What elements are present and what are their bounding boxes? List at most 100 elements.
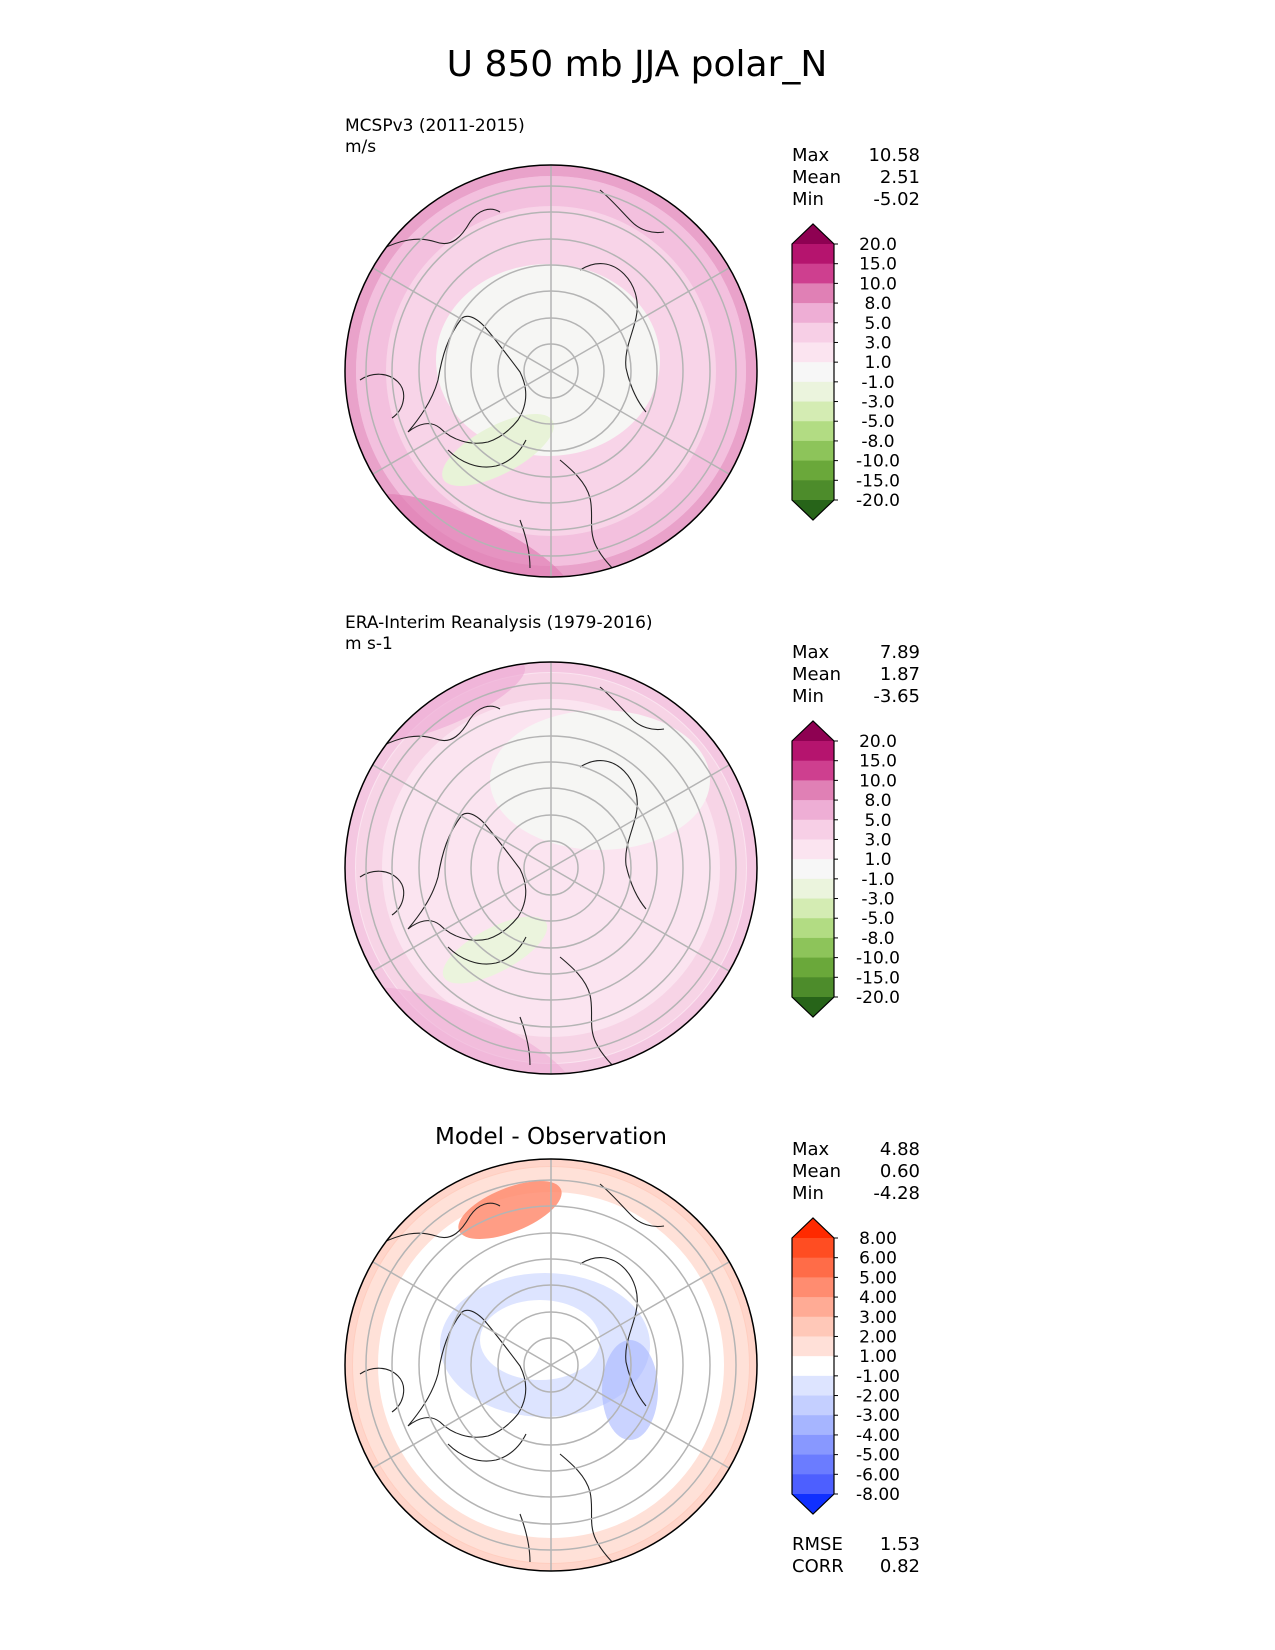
- stat-value: 7.89: [880, 642, 920, 663]
- colorbar-segment: [792, 1297, 834, 1318]
- colorbar-segment: [792, 878, 834, 900]
- stat-value: 10.58: [868, 145, 920, 166]
- figure-title: U 850 mb JJA polar_N: [447, 44, 828, 85]
- panel-model-colorbar: 20.015.010.08.05.03.01.0-1.0-3.0-5.0-8.0…: [791, 223, 900, 521]
- colorbar-tick-label: -8.00: [856, 1485, 900, 1505]
- stat-value: -5.02: [873, 189, 920, 210]
- colorbar-tick-label: -1.0: [861, 870, 894, 890]
- colorbar-segment: [792, 303, 834, 324]
- stat-value: 0.60: [880, 1161, 920, 1182]
- colorbar-tick-label: 3.0: [864, 830, 891, 850]
- panel-difference-stats: Max 4.88 Mean 0.60 Min -4.28: [792, 1139, 920, 1204]
- stat-label: Mean: [792, 1161, 841, 1182]
- colorbar-segment: [792, 1415, 834, 1436]
- metric-value: 0.82: [880, 1556, 920, 1577]
- colorbar-segment: [792, 819, 834, 840]
- colorbar-segment: [792, 977, 834, 998]
- panel-reference-coastlines: [359, 686, 665, 1074]
- stat-label: Mean: [792, 167, 841, 188]
- colorbar-tick-label: 15.0: [859, 752, 897, 772]
- colorbar-tick-label: 2.00: [859, 1327, 897, 1347]
- colorbar-tick-label: 4.00: [859, 1288, 897, 1308]
- colorbar-segment: [792, 957, 834, 978]
- panel-model-name: MCSPv3 (2011-2015): [345, 116, 525, 136]
- stat-value: 4.88: [880, 1139, 920, 1160]
- panel-model-map-border: [344, 164, 758, 578]
- metric-label: RMSE: [792, 1534, 843, 1555]
- colorbar-tick-label: -3.0: [861, 393, 894, 413]
- panel-model: MCSPv3 (2011-2015) m/s: [344, 116, 920, 578]
- colorbar-tick-label: -4.00: [856, 1426, 900, 1446]
- colorbar-segment: [792, 800, 834, 821]
- panel-difference-map-border: [344, 1158, 758, 1572]
- colorbar-segment: [792, 401, 834, 422]
- stat-value: -4.28: [873, 1183, 920, 1204]
- colorbar-segment: [792, 898, 834, 919]
- stat-label: Min: [792, 189, 824, 210]
- colorbar-segment: [792, 1434, 834, 1456]
- stat-label: Max: [792, 642, 830, 663]
- colorbar-segment: [792, 283, 834, 304]
- panel-model-coastlines: [359, 189, 665, 577]
- colorbar-tick-label: 1.0: [864, 353, 891, 373]
- colorbar-tick-label: -3.00: [856, 1406, 900, 1426]
- panel-reference-stats: Max 7.89 Mean 1.87 Min -3.65: [792, 642, 920, 707]
- colorbar-tick-label: -10.0: [856, 949, 900, 969]
- panel-model-gridlines: [365, 165, 737, 577]
- colorbar-tick-label: -5.00: [856, 1446, 900, 1466]
- colorbar-tick-label: 1.00: [859, 1347, 897, 1367]
- colorbar-segment: [792, 859, 834, 880]
- stat-value: 1.87: [880, 664, 920, 685]
- colorbar-tick-label: 8.00: [859, 1229, 897, 1249]
- colorbar-segment: [792, 480, 834, 501]
- colorbar-extend-min: [792, 500, 834, 520]
- colorbar-segment: [792, 440, 834, 462]
- colorbar-tick-label: -3.0: [861, 890, 894, 910]
- colorbar-tick-label: 6.00: [859, 1249, 897, 1269]
- colorbar-tick-label: 5.00: [859, 1268, 897, 1288]
- stat-label: Min: [792, 686, 824, 707]
- colorbar-segment: [792, 263, 834, 284]
- metric-value: 1.53: [880, 1534, 920, 1555]
- colorbar-segment: [792, 937, 834, 959]
- colorbar-tick-label: -1.0: [861, 373, 894, 393]
- colorbar-segment: [792, 1375, 834, 1397]
- colorbar-extend-max: [792, 224, 834, 244]
- panel-difference: Model - Observation: [344, 1124, 920, 1577]
- panel-model-units: m/s: [345, 137, 376, 157]
- panel-difference-colorbar: 8.006.005.004.003.002.001.00-1.00-2.00-3…: [791, 1217, 900, 1515]
- colorbar-tick-label: 3.00: [859, 1308, 897, 1328]
- colorbar-tick-label: 15.0: [859, 255, 897, 275]
- panel-reference-gridlines: [365, 662, 737, 1074]
- colorbar-tick-label: -5.0: [861, 412, 894, 432]
- colorbar-segment: [792, 741, 834, 762]
- colorbar-tick-label: -20.0: [856, 988, 900, 1008]
- colorbar-segment: [792, 918, 834, 939]
- colorbar-tick-label: -8.0: [861, 929, 894, 949]
- field-negative: [442, 413, 554, 487]
- colorbar-tick-label: 8.0: [864, 294, 891, 314]
- colorbar-segment: [792, 1257, 834, 1278]
- colorbar-segment: [792, 342, 834, 363]
- colorbar-segment: [792, 1277, 834, 1298]
- colorbar-segment: [792, 780, 834, 801]
- stat-value: -3.65: [873, 686, 920, 707]
- panel-reference-name: ERA-Interim Reanalysis (1979-2016): [345, 613, 653, 633]
- colorbar-segment: [792, 1395, 834, 1416]
- colorbar-segment: [792, 1238, 834, 1259]
- colorbar-segment: [792, 381, 834, 403]
- panel-reference-units: m s-1: [345, 634, 393, 654]
- stat-label: Max: [792, 1139, 830, 1160]
- colorbar-tick-label: -5.0: [861, 909, 894, 929]
- colorbar-extend-min: [792, 997, 834, 1017]
- colorbar-tick-label: -15.0: [856, 968, 900, 988]
- panel-reference: ERA-Interim Reanalysis (1979-2016) m s-1: [344, 613, 920, 1075]
- colorbar-segment: [792, 1454, 834, 1475]
- panel-difference-gridlines: [365, 1159, 737, 1571]
- stat-label: Max: [792, 145, 830, 166]
- stat-value: 2.51: [880, 167, 920, 188]
- colorbar-tick-label: 8.0: [864, 791, 891, 811]
- colorbar-tick-label: -2.00: [856, 1387, 900, 1407]
- colorbar-segment: [792, 1336, 834, 1357]
